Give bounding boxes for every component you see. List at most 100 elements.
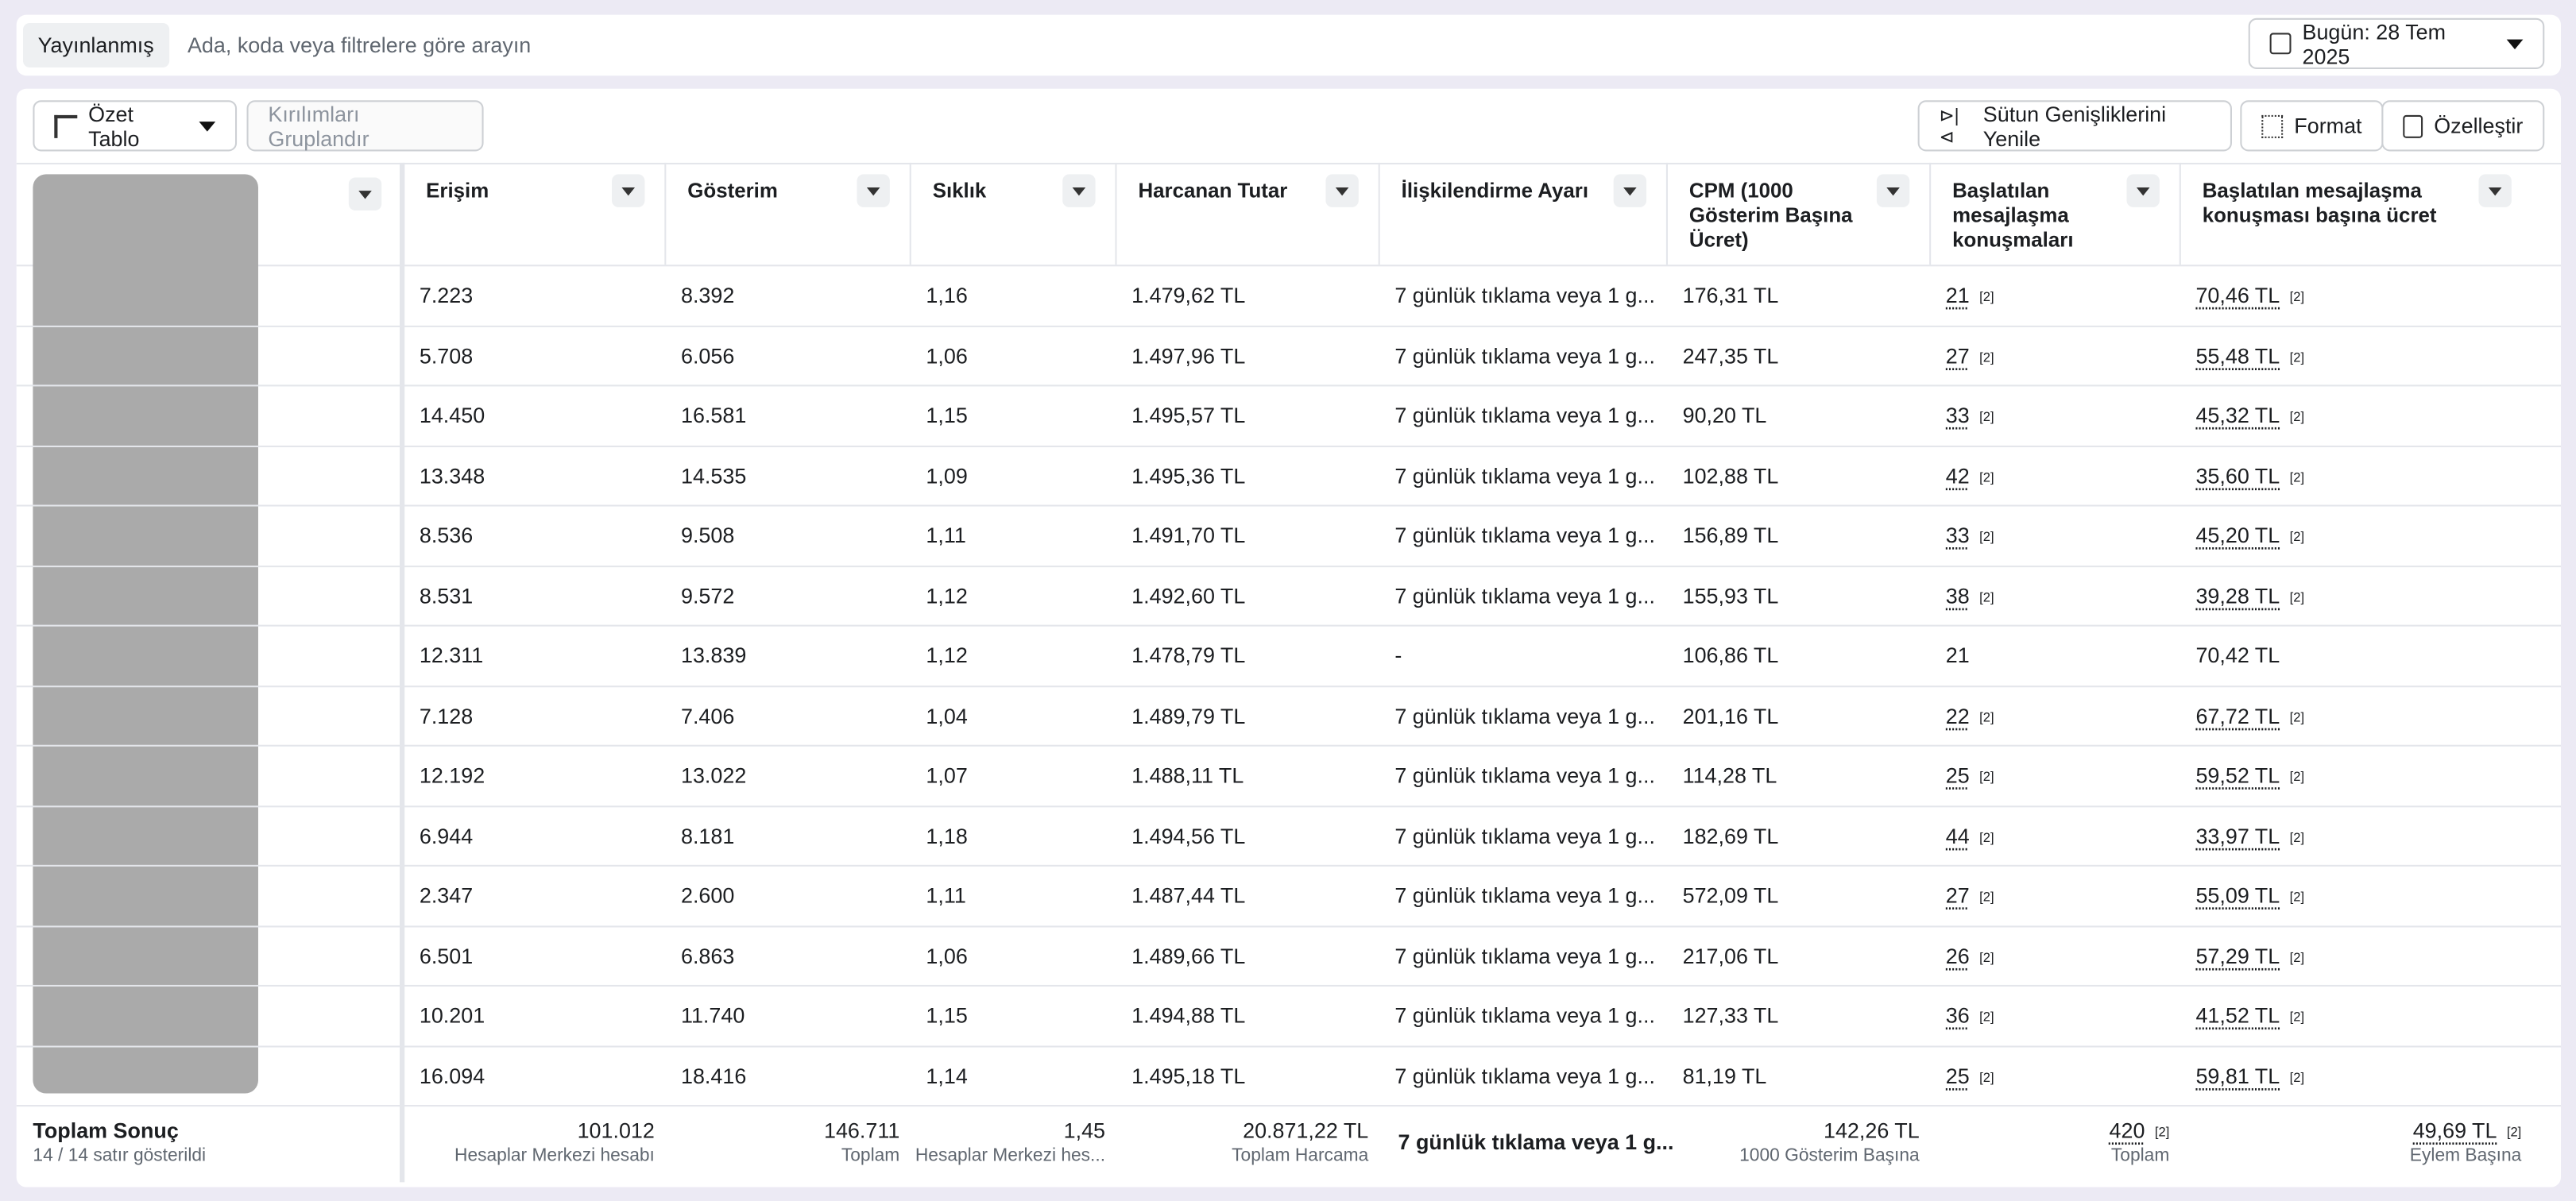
cell: 8.181 xyxy=(681,823,734,848)
cell-value: 27 xyxy=(1945,342,1970,368)
format-button[interactable]: Format xyxy=(2240,100,2384,152)
divider xyxy=(16,162,2561,164)
total-value: 101.012 xyxy=(577,1118,655,1143)
note: [2] xyxy=(1979,1009,1994,1025)
customize-button[interactable]: Özelleştir xyxy=(2381,100,2545,152)
cell: 1.494,88 TL xyxy=(1131,1003,1245,1028)
column-header: Başlatılan mesajlaşma konuşması başına ü… xyxy=(2202,179,2437,227)
cell-value: 1,12 xyxy=(926,582,968,608)
total-cell: 7 günlük tıklama veya 1 g... xyxy=(1398,1130,1674,1155)
cell: 1,06 xyxy=(926,943,967,967)
reset-widths-button[interactable]: ⊳|⊲ Sütun Genişliklerini Yenile xyxy=(1917,100,2232,152)
note: [2] xyxy=(2289,349,2305,365)
cell: 70,42 TL xyxy=(2195,643,2280,667)
cell: 14.450 xyxy=(420,403,485,427)
cell: 26 [2] xyxy=(1946,943,1994,967)
total-cell: 146.711 xyxy=(824,1118,899,1143)
note: [2] xyxy=(2289,1069,2305,1085)
total-sub: Toplam Harcama xyxy=(1232,1145,1369,1166)
note: [2] xyxy=(1979,589,1994,604)
cell-value: 7.128 xyxy=(419,702,474,728)
cell-value: 1,11 xyxy=(926,523,966,548)
cell-value: 45,32 TL xyxy=(2195,403,2280,428)
cell: 16.581 xyxy=(681,403,746,427)
cell-value: 102,88 TL xyxy=(1682,462,1779,488)
cell: 7 günlük tıklama veya 1 g... xyxy=(1394,343,1655,368)
cell: 12.311 xyxy=(420,643,483,667)
cell: 70,46 TL [2] xyxy=(2195,283,2304,307)
total-value: 420 xyxy=(2109,1118,2145,1143)
cell-value: 13.348 xyxy=(419,462,485,488)
cell: 16.094 xyxy=(420,1063,485,1087)
cell: 1,12 xyxy=(926,643,967,667)
cell-value: 11.740 xyxy=(680,1002,745,1028)
cell-value: 8.536 xyxy=(419,523,474,548)
cell: 1,07 xyxy=(926,763,967,787)
note: [2] xyxy=(1979,769,1994,785)
cell-value: 1,15 xyxy=(926,1002,968,1028)
cell: 27 [2] xyxy=(1946,343,1994,368)
cell: 2.600 xyxy=(681,883,734,908)
cell: 7.406 xyxy=(681,703,734,728)
pivot-button[interactable]: Özet Tablo xyxy=(33,100,238,152)
cell: 1,16 xyxy=(926,283,967,307)
cell-value: 13.022 xyxy=(680,763,747,788)
cell: 14.535 xyxy=(681,463,746,488)
cell-value: 7.223 xyxy=(419,283,474,308)
total-sub: Toplam xyxy=(2110,1145,2170,1166)
cell-value: 39,28 TL xyxy=(2195,582,2280,608)
cell: 572,09 TL xyxy=(1683,883,1779,908)
row-divider xyxy=(16,685,2561,687)
cell: 33,97 TL [2] xyxy=(2195,823,2304,848)
cell-value: 1.491,70 TL xyxy=(1131,523,1246,548)
cell-value: 81,19 TL xyxy=(1682,1063,1767,1088)
cell: 1.495,18 TL xyxy=(1131,1063,1245,1087)
cell: 6.863 xyxy=(681,943,734,967)
cell-value: 176,31 TL xyxy=(1682,283,1779,308)
cell: 182,69 TL xyxy=(1683,823,1779,848)
cell-value: 57,29 TL xyxy=(2195,943,2280,968)
cell: 38 [2] xyxy=(1946,583,1994,608)
cell-value: 1.487,44 TL xyxy=(1131,882,1246,908)
dropdown xyxy=(2478,174,2512,207)
row-divider xyxy=(16,324,2561,326)
column-header: Sıklık xyxy=(932,179,987,203)
cell: 7 günlük tıklama veya 1 g... xyxy=(1394,583,1655,608)
column-header: İlişkilendirme Ayarı xyxy=(1401,179,1589,203)
search-input[interactable]: Ada, koda veya filtrelere göre arayın xyxy=(187,33,532,58)
status-chip[interactable]: Yayınlanmış xyxy=(22,22,169,68)
cell-value: 7 günlük tıklama veya 1 g... xyxy=(1394,763,1655,788)
column-divider xyxy=(1929,162,1932,265)
date-picker[interactable]: Bugün: 28 Tem 2025 xyxy=(2248,17,2545,69)
cell: 7 günlük tıklama veya 1 g... xyxy=(1394,703,1655,728)
column-divider xyxy=(909,162,911,265)
cell: 36 [2] xyxy=(1946,1003,1994,1028)
cell-value: 55,48 TL xyxy=(2195,342,2280,368)
row-divider xyxy=(16,1045,2561,1047)
cell-value: 247,35 TL xyxy=(1682,342,1779,368)
group-button[interactable]: Kırılımları Gruplandır xyxy=(246,100,484,152)
format-text: Format xyxy=(2294,113,2362,138)
total-cell: 101.012 xyxy=(578,1118,655,1143)
cell: 10.201 xyxy=(420,1003,485,1028)
cell: 44 [2] xyxy=(1946,823,1994,848)
filter-bar: Yayınlanmış Ada, koda veya filtrelere gö… xyxy=(16,14,2561,76)
column-header: Gösterim xyxy=(687,179,778,203)
total-value: 146.711 xyxy=(824,1118,900,1143)
cell-value: 25 xyxy=(1945,763,1970,788)
cell: 12.192 xyxy=(420,763,485,787)
total-cell: 1,45 xyxy=(1064,1118,1105,1143)
cell: 33 [2] xyxy=(1946,523,1994,547)
table-card: Özet Tablo Kırılımları Gruplandır ⊳|⊲ Süt… xyxy=(16,88,2561,1187)
note: [2] xyxy=(2289,769,2305,785)
cell-value: 114,28 TL xyxy=(1682,763,1777,788)
cell: 90,20 TL xyxy=(1683,403,1767,427)
cell-value: 106,86 TL xyxy=(1682,643,1779,668)
note: [2] xyxy=(1979,289,1994,304)
cell-value: 1,06 xyxy=(926,943,968,968)
cell: 7.128 xyxy=(420,703,473,728)
group-text: Kırılımları Gruplandır xyxy=(268,101,369,151)
cell: 201,16 TL xyxy=(1683,703,1779,728)
row-divider xyxy=(16,805,2561,807)
